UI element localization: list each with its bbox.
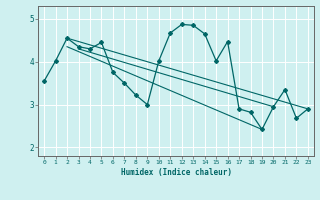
X-axis label: Humidex (Indice chaleur): Humidex (Indice chaleur) [121,168,231,177]
